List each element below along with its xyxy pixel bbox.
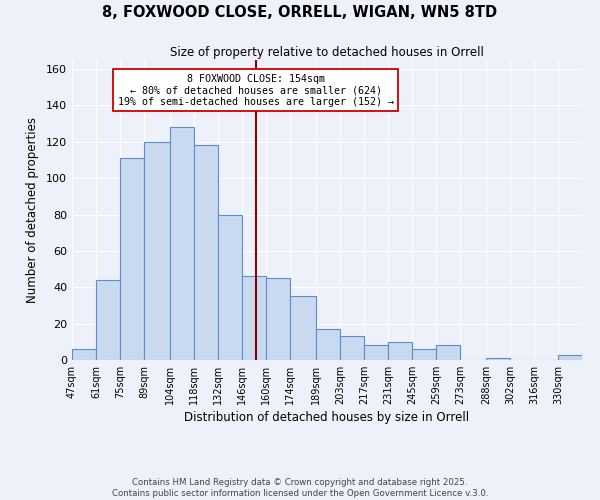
- Bar: [120, 158, 144, 360]
- Bar: [316, 329, 340, 360]
- Bar: [144, 142, 170, 360]
- Bar: [388, 342, 412, 360]
- Bar: [412, 349, 436, 360]
- Bar: [266, 278, 290, 360]
- Bar: [340, 336, 364, 360]
- Bar: [364, 346, 388, 360]
- Bar: [72, 349, 96, 360]
- Bar: [194, 146, 218, 360]
- X-axis label: Distribution of detached houses by size in Orrell: Distribution of detached houses by size …: [184, 411, 470, 424]
- Bar: [170, 128, 194, 360]
- Bar: [436, 346, 460, 360]
- Bar: [558, 354, 582, 360]
- Y-axis label: Number of detached properties: Number of detached properties: [26, 117, 39, 303]
- Bar: [218, 214, 242, 360]
- Bar: [486, 358, 510, 360]
- Bar: [96, 280, 120, 360]
- Bar: [242, 276, 266, 360]
- Text: 8, FOXWOOD CLOSE, ORRELL, WIGAN, WN5 8TD: 8, FOXWOOD CLOSE, ORRELL, WIGAN, WN5 8TD: [103, 5, 497, 20]
- Title: Size of property relative to detached houses in Orrell: Size of property relative to detached ho…: [170, 46, 484, 59]
- Text: Contains HM Land Registry data © Crown copyright and database right 2025.
Contai: Contains HM Land Registry data © Crown c…: [112, 478, 488, 498]
- Text: 8 FOXWOOD CLOSE: 154sqm
← 80% of detached houses are smaller (624)
19% of semi-d: 8 FOXWOOD CLOSE: 154sqm ← 80% of detache…: [118, 74, 394, 106]
- Bar: [290, 296, 316, 360]
